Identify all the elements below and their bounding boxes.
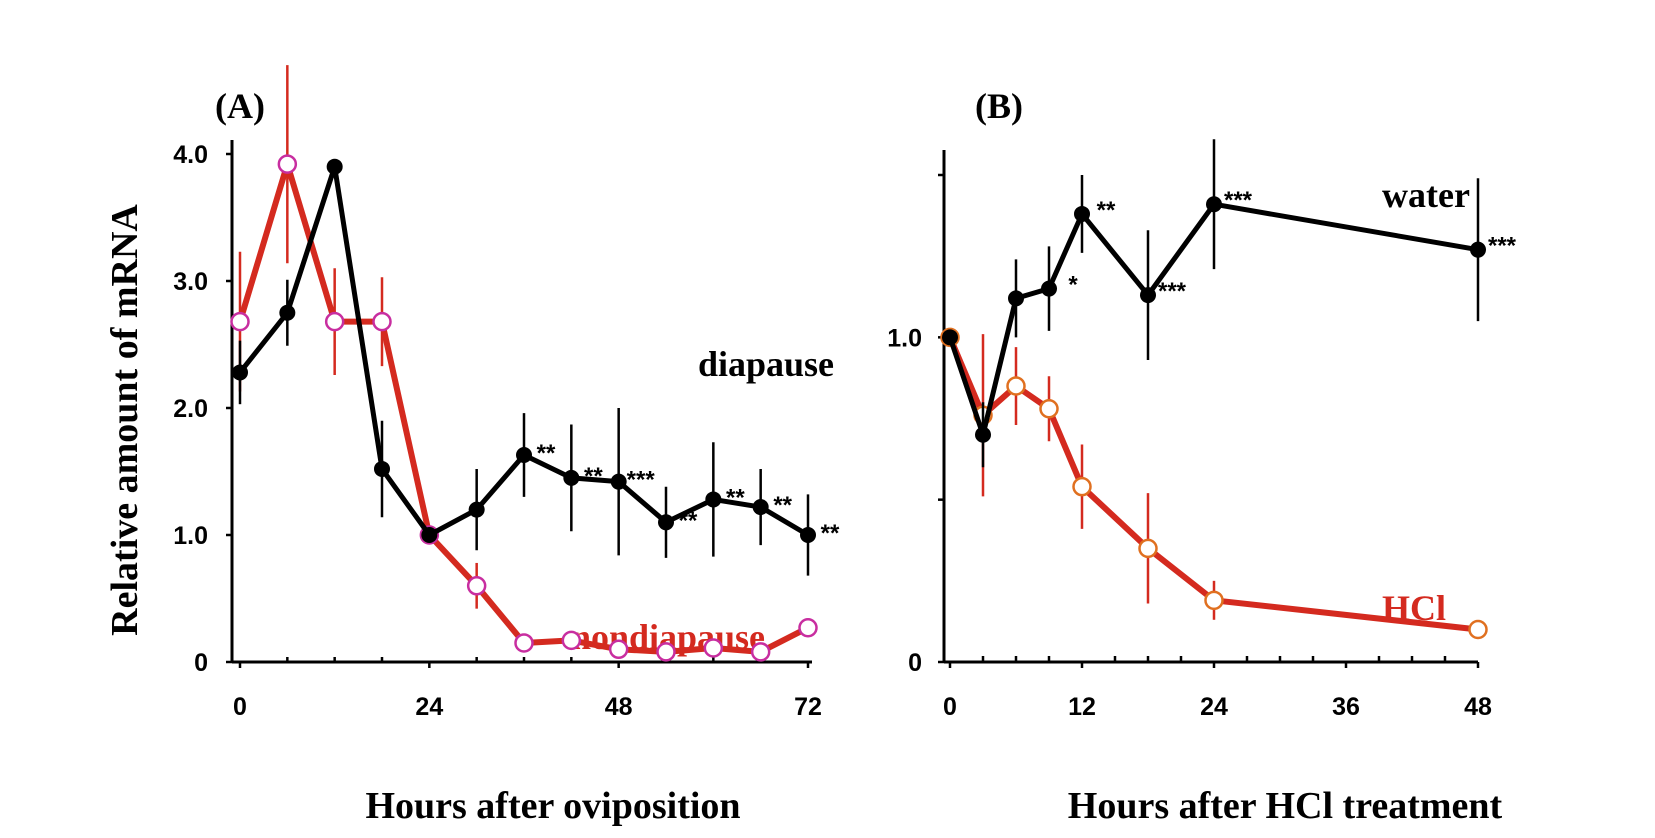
diapause-point <box>232 364 248 381</box>
water-significance-mark: * <box>1068 272 1078 299</box>
diapause-point <box>468 501 485 518</box>
panel-a-plot: 01.02.03.04.00 24 48 72**** ******* **** <box>173 65 840 721</box>
diapause-point <box>374 460 390 477</box>
diapause-point <box>610 473 627 490</box>
water-point <box>1140 287 1156 304</box>
water-point <box>942 329 958 346</box>
nondiapause-point <box>230 311 250 332</box>
y-axis-title: Relative amount of mRNA <box>104 204 146 636</box>
diapause-significance-mark: ** <box>726 484 745 511</box>
diapause-point <box>421 527 438 543</box>
hcl-point <box>1204 590 1224 611</box>
water-point <box>1470 241 1486 258</box>
water-series-label: water <box>1382 175 1470 215</box>
diapause-point <box>516 446 532 463</box>
panel-b-y-tick-label: 1.0 <box>887 324 922 352</box>
water-significance-mark: *** <box>1488 233 1517 260</box>
panel-b-x-tick-label: 24 <box>1200 693 1228 721</box>
diapause-series-label: diapause <box>698 344 834 384</box>
hcl-point <box>1138 538 1158 559</box>
nondiapause-point <box>750 642 771 662</box>
diapause-point <box>326 158 343 175</box>
diapause-point <box>800 527 816 543</box>
diapause-point <box>705 491 722 508</box>
nondiapause-line <box>237 161 810 655</box>
water-significance-mark: ** <box>1097 197 1116 224</box>
nondiapause-point <box>703 638 724 658</box>
diapause-significance-mark: ** <box>773 492 792 519</box>
water-point <box>1008 290 1024 307</box>
nondiapause-point <box>514 633 534 653</box>
panel-a-x-tick-label: 24 <box>415 693 443 721</box>
water-significance-mark: *** <box>1224 187 1253 214</box>
panel-a-y-tick-label: 3.0 <box>173 268 208 296</box>
nondiapause-point <box>608 639 629 660</box>
panel-a-label: (A) <box>215 86 265 126</box>
series-water: ************ <box>942 139 1517 468</box>
nondiapause-point <box>324 311 345 332</box>
panel-b-x-tick-label: 0 <box>943 693 957 721</box>
water-point <box>1074 205 1090 222</box>
nondiapause-point <box>656 642 676 662</box>
panel-b-x-tick-label: 12 <box>1068 693 1096 721</box>
series-diapause: **** ******* **** <box>232 158 840 576</box>
panel-a-x-tick-label: 72 <box>794 693 822 721</box>
hcl-point <box>1072 476 1092 497</box>
diapause-point <box>752 499 769 516</box>
nondiapause-point <box>798 617 818 638</box>
hcl-point <box>1468 619 1488 640</box>
nondiapause-point <box>277 154 298 174</box>
water-point <box>1206 196 1222 213</box>
panel-a-x-axis-title: Hours after oviposition <box>365 785 740 827</box>
diapause-point <box>563 469 580 486</box>
water-line <box>947 201 1479 438</box>
diapause-point <box>658 514 674 531</box>
diapause-point <box>279 304 296 321</box>
panel-b-x-axis-title: Hours after HCl treatment <box>1068 785 1503 827</box>
diapause-significance-mark: ** <box>679 507 698 534</box>
panel-a-y-tick-label: 4.0 <box>173 141 208 169</box>
panel-b-y-tick-label: 0 <box>908 649 922 677</box>
panel-a-y-tick-label: 0 <box>194 649 208 677</box>
panel-b-x-tick-label: 36 <box>1332 693 1360 721</box>
panel-a-y-tick-label: 1.0 <box>173 522 208 550</box>
nondiapause-point <box>372 311 392 332</box>
panel-b-label: (B) <box>975 86 1023 126</box>
hcl-point <box>1006 376 1026 396</box>
panel-b-x-tick-label: 48 <box>1464 693 1492 721</box>
diapause-significance-mark: ** <box>537 440 556 467</box>
diapause-significance-mark: ** <box>584 463 603 490</box>
diapause-significance-mark: ** <box>821 520 840 547</box>
water-point <box>1041 280 1057 297</box>
water-point <box>975 426 991 443</box>
panel-a-x-tick-label: 0 <box>233 693 247 721</box>
panel-a-y-tick-label: 2.0 <box>173 395 208 423</box>
panel-b-plot: 01.00 12 24 36 48************ <box>887 139 1517 721</box>
panel-a-x-tick-label: 48 <box>605 693 633 721</box>
hcl-point <box>1039 399 1059 419</box>
nondiapause-point <box>466 576 487 596</box>
diapause-significance-mark: *** <box>627 467 656 494</box>
nondiapause-point <box>561 630 582 651</box>
water-significance-mark: *** <box>1158 278 1187 305</box>
